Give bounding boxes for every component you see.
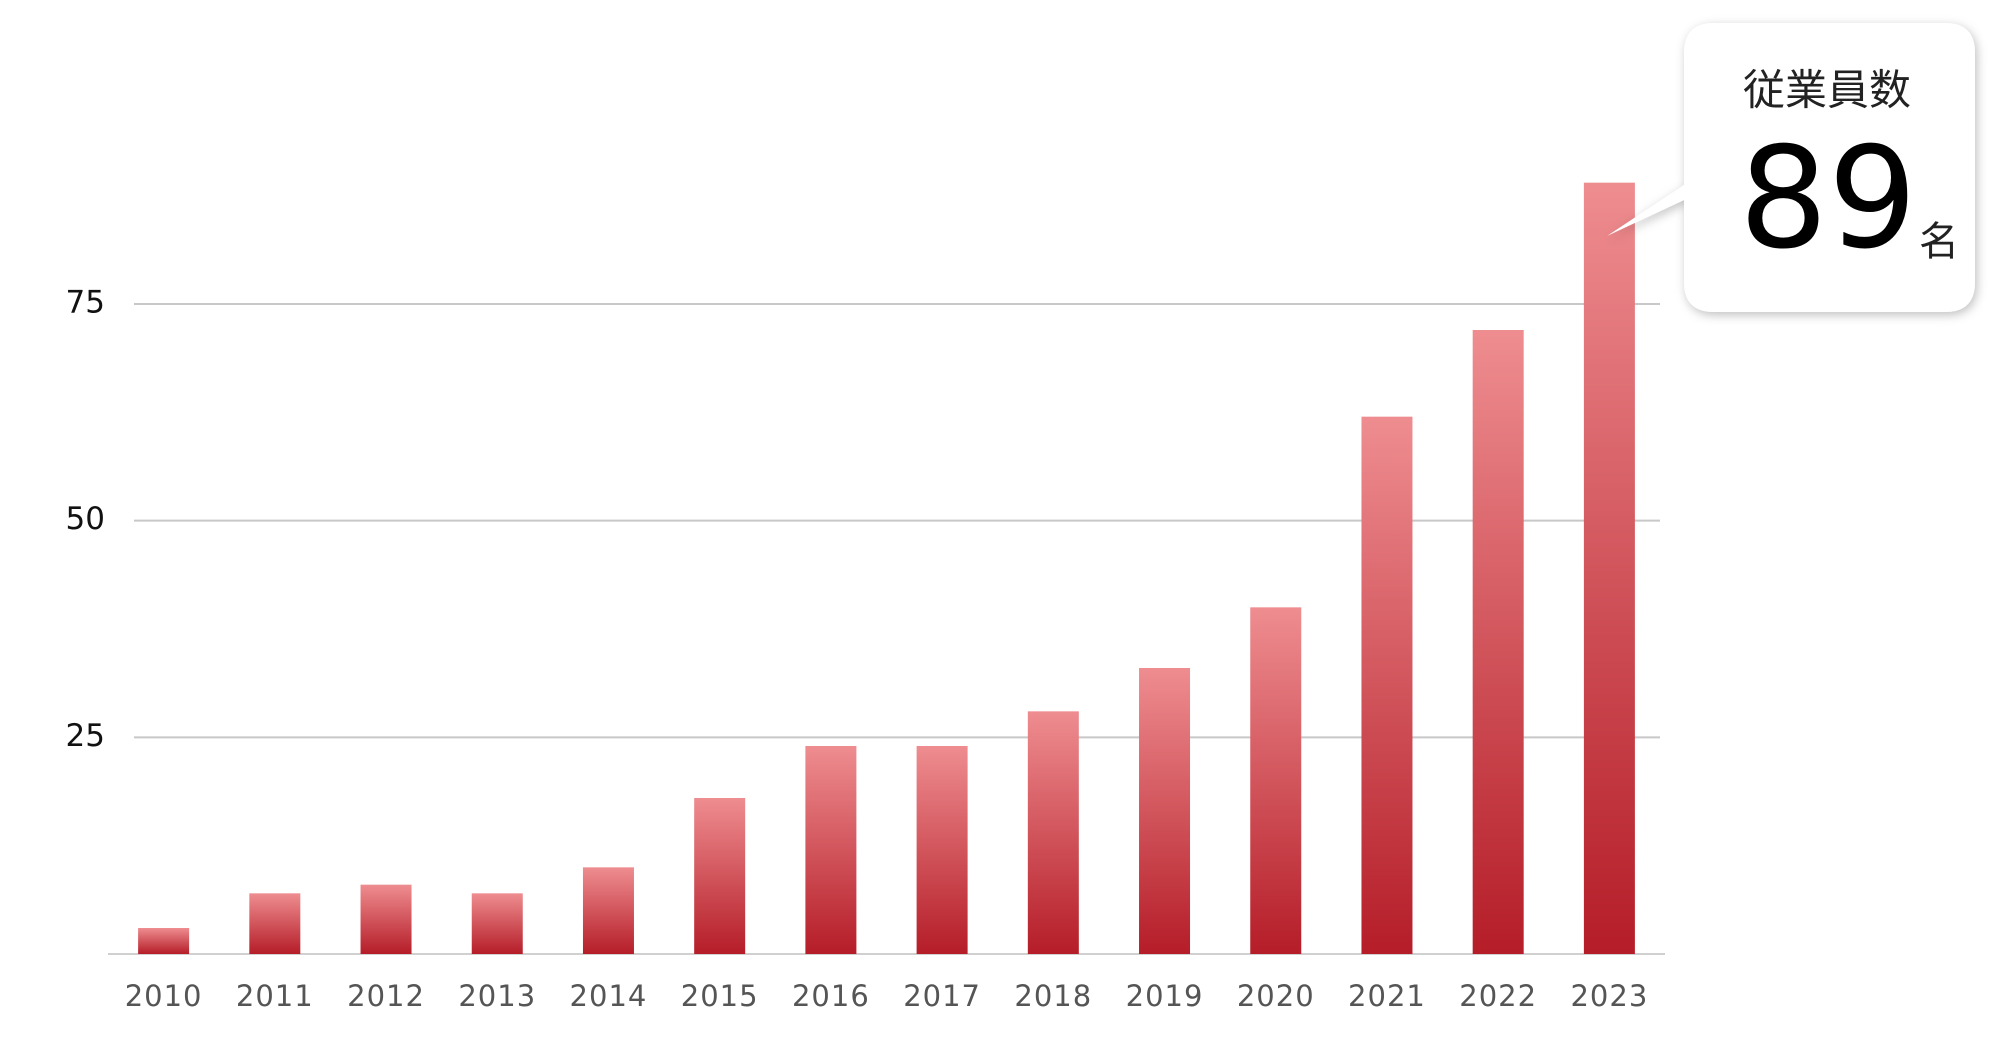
bar — [138, 928, 190, 954]
bar — [694, 798, 746, 954]
callout-title: 従業員数 — [1743, 66, 1911, 115]
y-tick-label: 25 — [66, 718, 105, 754]
x-tick-label: 2016 — [792, 979, 870, 1013]
bar — [360, 884, 412, 954]
bar — [582, 867, 634, 954]
bar — [1583, 182, 1635, 954]
bar — [1139, 668, 1191, 954]
bar — [471, 893, 523, 954]
bar — [249, 893, 301, 954]
bar — [805, 746, 857, 954]
bar — [1472, 330, 1524, 954]
callout: 従業員数 89 名 — [1607, 23, 1975, 312]
y-tick-label: 75 — [66, 285, 105, 321]
x-tick-label: 2011 — [236, 979, 314, 1013]
x-tick-label: 2013 — [458, 979, 536, 1013]
bar — [916, 746, 968, 954]
bar — [1027, 711, 1079, 954]
bar — [1250, 607, 1302, 954]
y-tick-label: 50 — [66, 501, 105, 537]
x-tick-label: 2020 — [1237, 979, 1315, 1013]
callout-value: 89 — [1739, 118, 1917, 281]
callout-unit: 名 — [1919, 219, 1959, 265]
x-tick-label: 2010 — [125, 979, 203, 1013]
x-tick-label: 2012 — [347, 979, 425, 1013]
bar — [1361, 416, 1413, 955]
x-tick-label: 2023 — [1570, 979, 1648, 1013]
x-tick-label: 2019 — [1126, 979, 1204, 1013]
x-tick-label: 2021 — [1348, 979, 1426, 1013]
x-tick-label: 2015 — [681, 979, 759, 1013]
x-tick-label: 2017 — [903, 979, 981, 1013]
x-tick-label: 2018 — [1014, 979, 1092, 1013]
x-tick-label: 2022 — [1459, 979, 1537, 1013]
callout-box — [1607, 23, 1975, 312]
x-tick-label: 2014 — [570, 979, 648, 1013]
